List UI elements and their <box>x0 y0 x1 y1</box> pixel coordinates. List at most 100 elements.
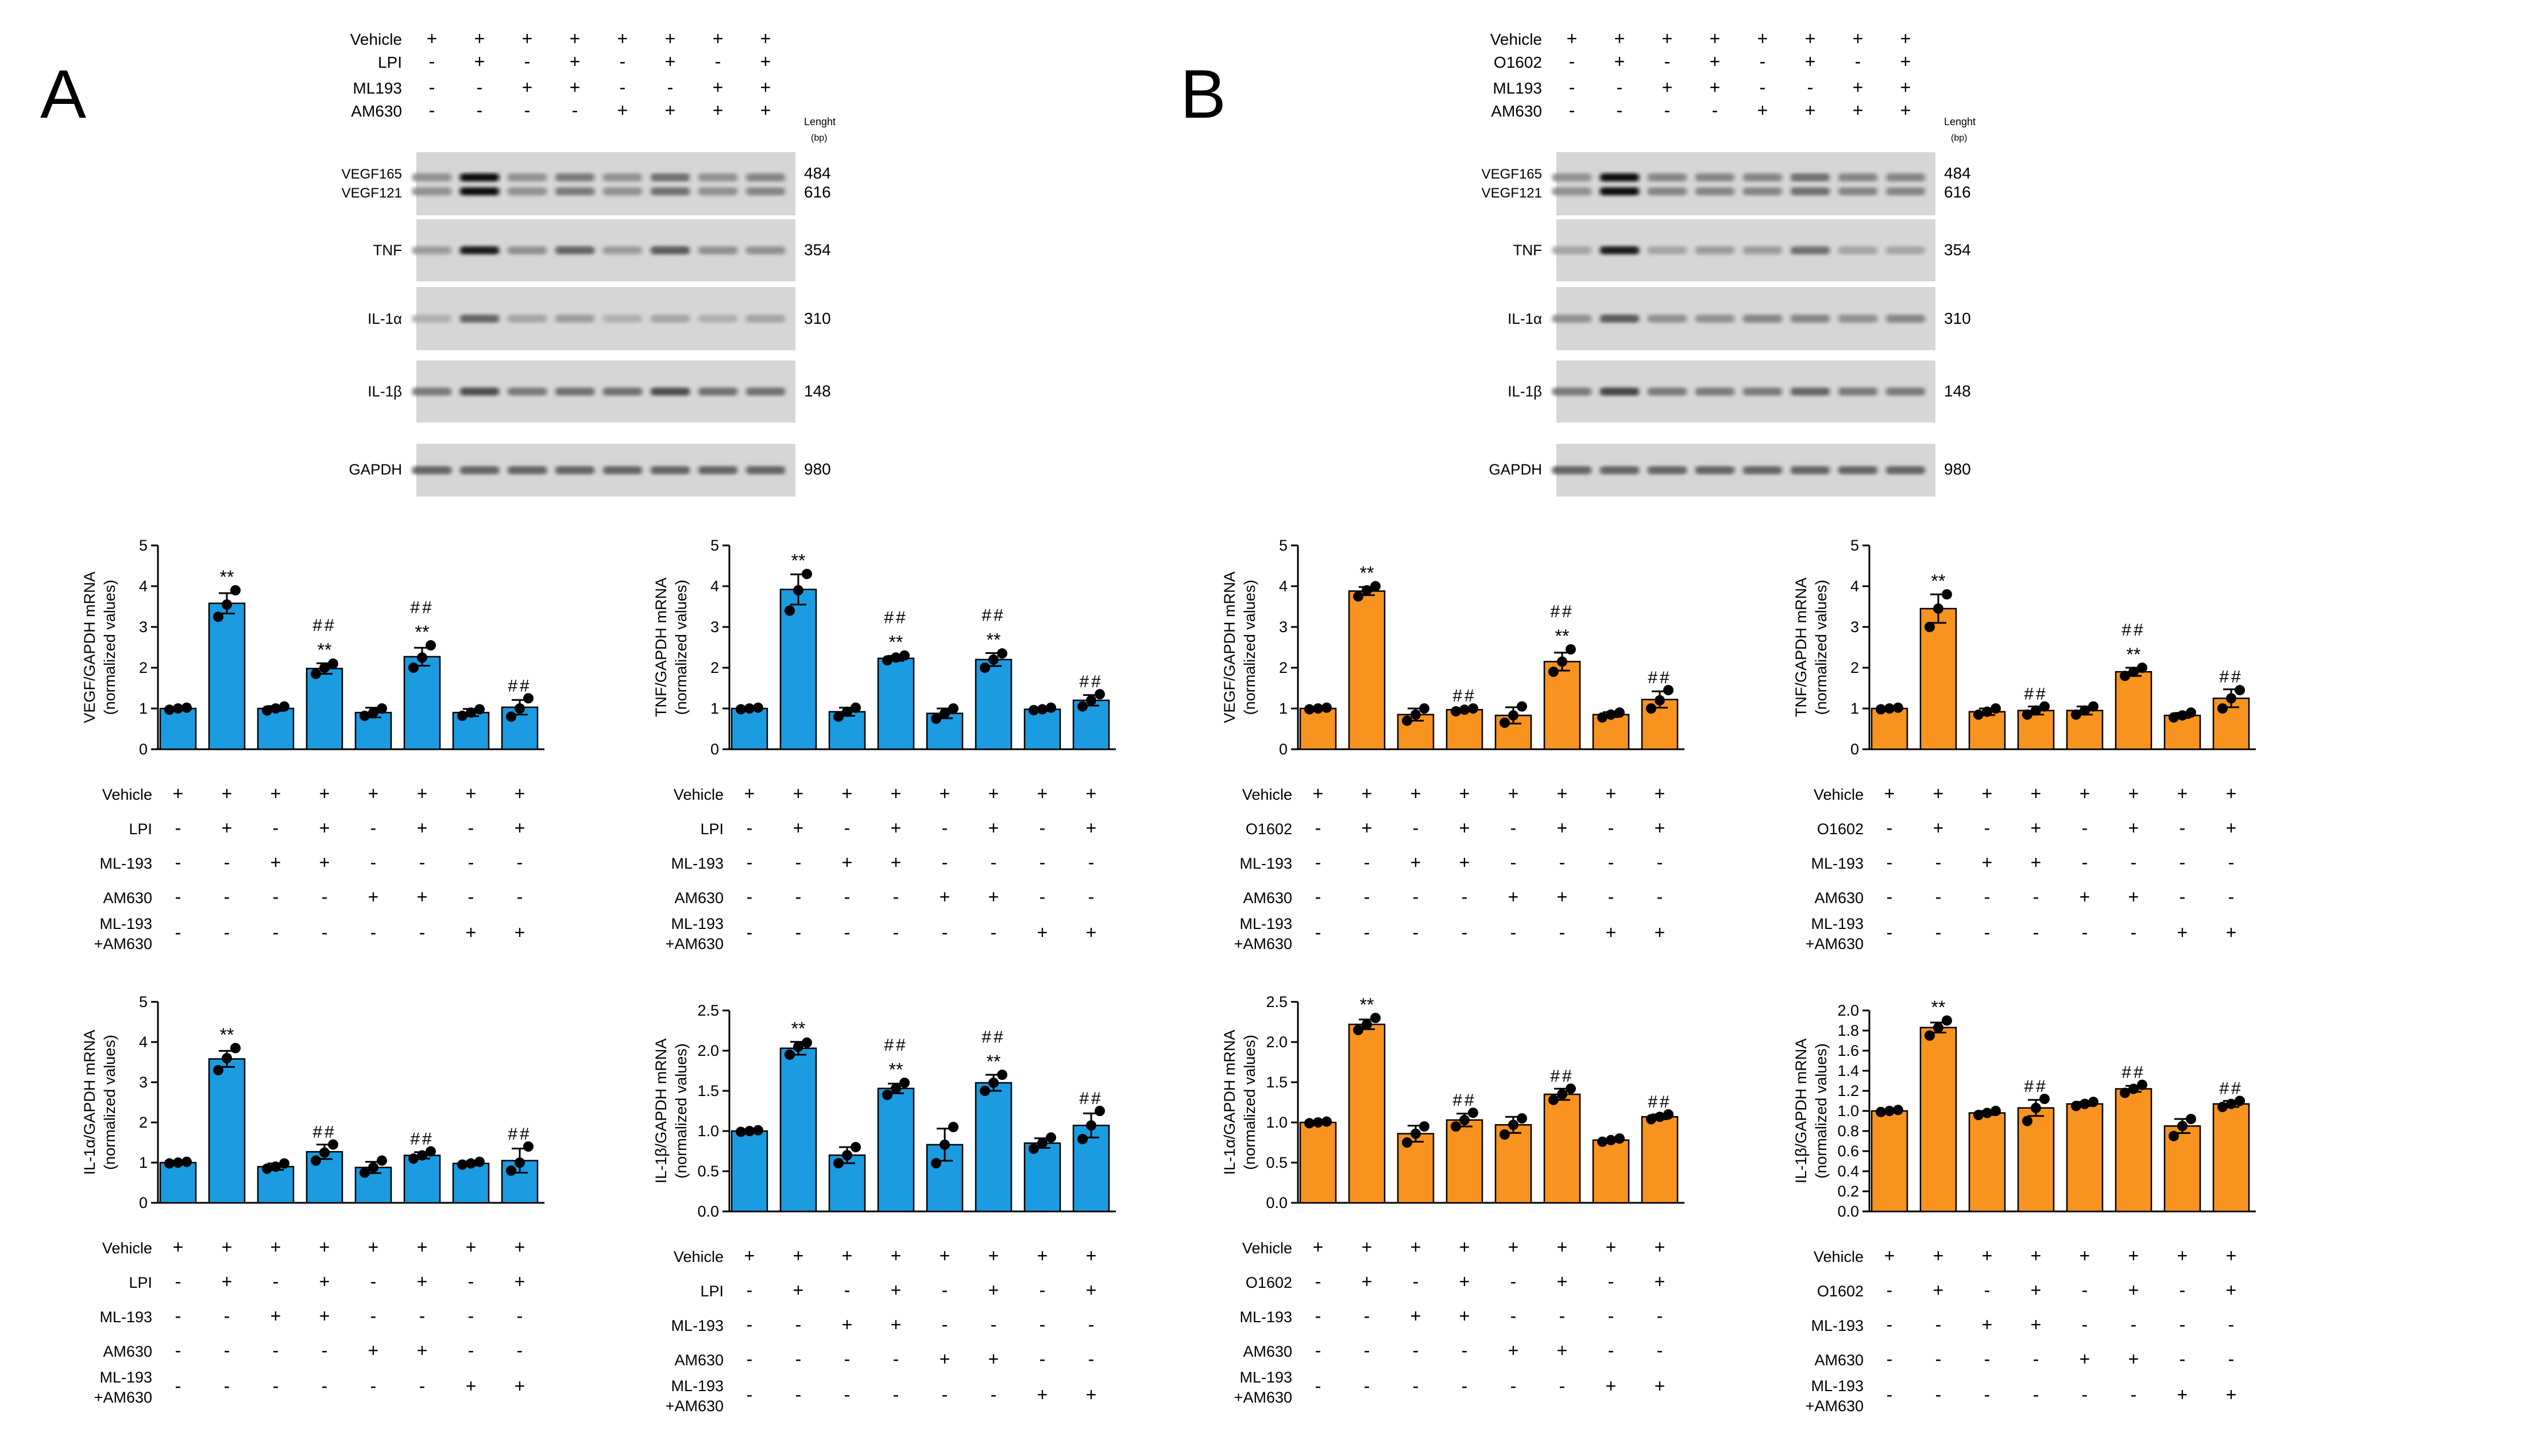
treatment-sign: - <box>175 886 181 907</box>
data-point <box>1924 622 1935 632</box>
bar <box>1023 1142 1061 1213</box>
treatment-sign: + <box>515 783 525 804</box>
treatment-row-label: ML-193 <box>1239 915 1292 932</box>
gel-band <box>555 187 594 196</box>
data-point <box>1419 1121 1429 1132</box>
data-point <box>2177 710 2188 721</box>
y-axis-sublabel: (normalized values) <box>1241 580 1258 715</box>
gel-band <box>698 246 737 254</box>
bar <box>1871 707 1908 750</box>
gel-band <box>651 315 690 323</box>
data-point <box>377 703 387 714</box>
y-tick-label: 1 <box>139 700 148 717</box>
y-axis-label: TNF/GAPDH mRNA <box>652 578 670 717</box>
data-point <box>784 1050 795 1060</box>
treatment-sign: - <box>1413 1376 1419 1396</box>
treatment-sign: - <box>1935 1314 1942 1335</box>
y-tick-label: 3 <box>710 618 719 636</box>
treatment-sign: + <box>1508 1237 1519 1257</box>
treatment-sign: - <box>1887 922 1893 943</box>
treatment-row-label: AM630 <box>1814 889 1864 907</box>
significance-mark: ## <box>410 598 434 617</box>
gel-band <box>1648 173 1687 181</box>
treatment-sign: - <box>2179 1349 2186 1369</box>
panel-letter-b: B <box>1180 56 1226 133</box>
treatment-sign: + <box>1086 783 1097 804</box>
gel-band <box>1648 187 1687 196</box>
bar <box>1348 590 1386 750</box>
y-tick-label: 1.4 <box>1837 1062 1859 1079</box>
data-point <box>1037 1138 1048 1148</box>
treatment-table: Vehicle O1602 ML-193 AM630 ML-193 +AM630 + + + + +… <box>1806 1245 2237 1415</box>
treatment-sign: + <box>1086 1384 1097 1405</box>
treatment-sign: - <box>1462 886 1468 907</box>
treatment-sign: + <box>417 783 428 804</box>
data-point <box>2226 693 2236 704</box>
gel-band <box>698 388 737 396</box>
data-point <box>311 668 321 679</box>
y-tick-label: 1.8 <box>1837 1022 1859 1039</box>
treatment-sign: + <box>1086 1245 1097 1266</box>
data-point <box>474 704 485 715</box>
bar <box>877 1087 915 1213</box>
treatment-row-label: AM630 <box>103 1343 152 1360</box>
gel-treatment-sign: + <box>1757 100 1768 121</box>
gel-treatment-sign: + <box>1662 77 1673 98</box>
treatment-sign: - <box>419 852 426 873</box>
treatment-sign: - <box>2228 1349 2235 1369</box>
treatment-sign: - <box>747 1349 753 1369</box>
data-point <box>1095 1106 1105 1116</box>
gel-band <box>603 246 642 254</box>
data-point <box>753 1125 763 1136</box>
significance-mark: ## <box>2024 1077 2047 1096</box>
data-point <box>2177 1121 2188 1132</box>
treatment-sign: + <box>842 783 853 804</box>
significance-mark: ** <box>1360 994 1374 1015</box>
data-point <box>1037 704 1048 715</box>
treatment-row-label: O1602 <box>1246 820 1292 838</box>
data-point <box>1557 1089 1567 1099</box>
gel-treatment-label: O1602 <box>1494 53 1542 71</box>
data-point <box>523 693 534 704</box>
treatment-sign: - <box>273 922 279 943</box>
treatment-sign: + <box>940 886 950 907</box>
treatment-sign: + <box>368 1340 379 1361</box>
y-tick-label: 2.0 <box>697 1042 719 1059</box>
y-tick-label: 5 <box>1850 537 1859 554</box>
gel-treatment-sign: - <box>1712 100 1718 121</box>
data-point <box>851 702 861 713</box>
treatment-sign: + <box>2128 818 2139 838</box>
gel-band <box>412 173 451 181</box>
treatment-sign: + <box>319 1237 330 1257</box>
gel-treatment-sign: + <box>1853 77 1864 98</box>
bar <box>403 1155 441 1204</box>
gel-treatment-sign: - <box>524 51 531 72</box>
data-point <box>2186 1114 2196 1124</box>
treatment-row-label: Vehicle <box>674 1248 724 1265</box>
bar <box>1871 1110 1908 1213</box>
treatment-sign: - <box>322 922 328 943</box>
treatment-sign: + <box>940 783 950 804</box>
data-point <box>891 1083 901 1094</box>
gel-strip-bp: 310 <box>1944 309 1971 327</box>
treatment-sign: - <box>1984 1384 1991 1405</box>
y-axis-label: IL-1α/GAPDH mRNA <box>81 1030 98 1175</box>
treatment-sign: + <box>2177 922 2188 943</box>
significance-mark: ## <box>884 609 907 628</box>
treatment-row-label: ML-193 <box>99 915 152 932</box>
data-point <box>2071 1101 2081 1112</box>
data-point <box>980 1086 990 1096</box>
treatment-sign: - <box>1984 886 1991 907</box>
treatment-sign: - <box>844 1384 851 1405</box>
data-point <box>793 1041 803 1052</box>
y-tick-label: 0 <box>1279 741 1288 758</box>
gel-treatment-sign: + <box>760 77 771 98</box>
treatment-sign: - <box>1088 1349 1095 1369</box>
data-point <box>1597 712 1607 723</box>
bar <box>159 1161 197 1204</box>
treatment-sign: - <box>322 1340 328 1361</box>
y-tick-label: 5 <box>139 537 148 554</box>
treatment-sign: + <box>1362 818 1373 838</box>
bar <box>1299 1121 1337 1204</box>
treatment-row-label: AM630 <box>1814 1352 1864 1369</box>
